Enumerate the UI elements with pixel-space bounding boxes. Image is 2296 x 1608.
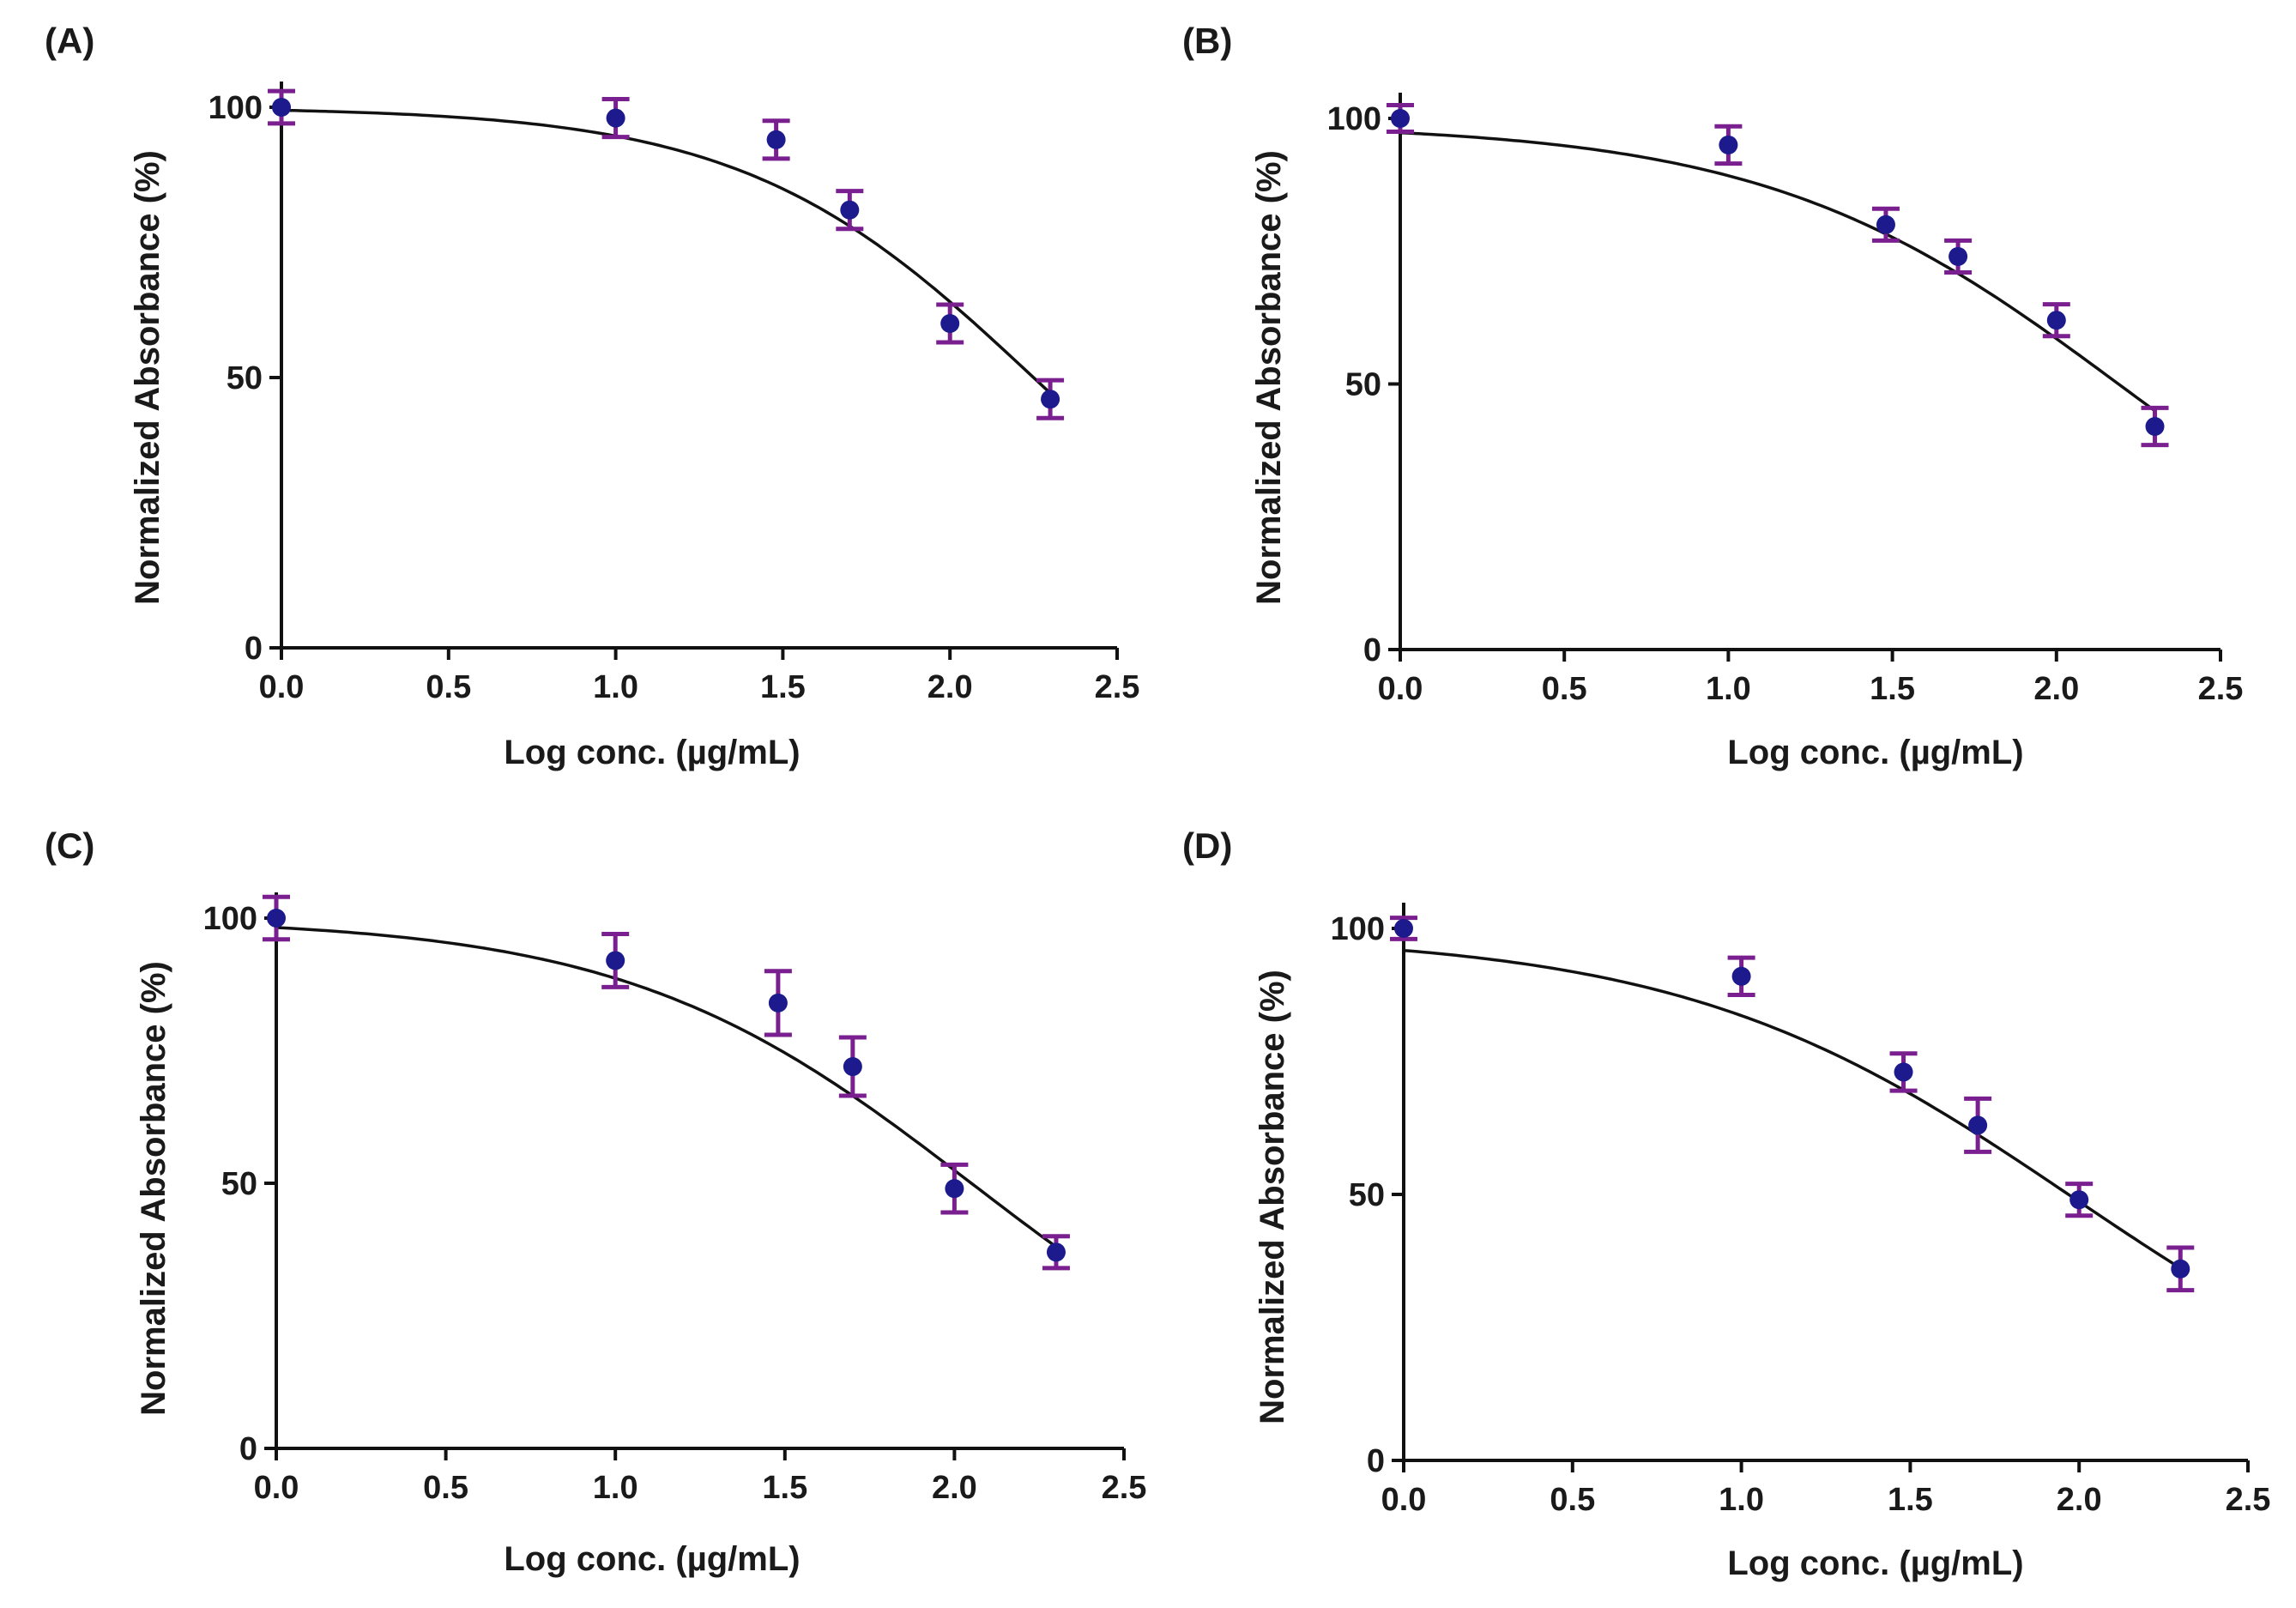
x-tick-label: 2.0 xyxy=(932,1470,977,1506)
chart-panel-b: (B) 0.0 0.5 1.0 1.5 2.0 2.5 0 50 100 Log conc. (µg… xyxy=(1182,21,2243,771)
x-tick-label: 0.0 xyxy=(1381,1482,1427,1518)
data-point xyxy=(843,1057,862,1077)
y-tick-label: 50 xyxy=(227,360,263,396)
x-tick-label: 0.5 xyxy=(423,1470,468,1506)
x-tick-label: 0.5 xyxy=(1542,671,1587,707)
y-tick-label: 0 xyxy=(1363,632,1381,668)
y-tick-label: 100 xyxy=(203,901,257,937)
chart-panel-a: (A) 0.0 0.5 1.0 1.5 2.0 2.5 0 50 100 Log conc. (µg… xyxy=(45,21,1139,771)
x-tick-label: 1.0 xyxy=(1719,1482,1764,1518)
x-axis-title: Log conc. (µg/mL) xyxy=(504,734,800,771)
panel-label: (D) xyxy=(1182,825,1232,866)
data-point xyxy=(766,130,786,149)
data-point xyxy=(945,1179,964,1199)
data-point xyxy=(1041,390,1060,409)
y-axis-title: Normalized Absorbance (%) xyxy=(1250,150,1288,605)
x-axis-title: Log conc. (µg/mL) xyxy=(1727,1545,2023,1582)
data-point xyxy=(267,909,286,928)
chart-panel-d: (D) 0.0 0.5 1.0 1.5 2.0 2.5 0 50 100 Log conc. (µg… xyxy=(1182,825,2270,1582)
fit-curve xyxy=(1403,948,2182,1270)
x-tick-label: 2.5 xyxy=(1102,1470,1147,1506)
x-tick-label: 1.5 xyxy=(1888,1482,1933,1518)
panel-label: (B) xyxy=(1182,21,1232,61)
x-tick-label: 2.5 xyxy=(2198,671,2244,707)
data-point xyxy=(1046,1242,1066,1262)
x-tick-label: 1.0 xyxy=(1706,671,1751,707)
x-tick-label: 2.5 xyxy=(2226,1482,2271,1518)
x-tick-label: 0.0 xyxy=(259,669,305,705)
data-point xyxy=(2171,1259,2190,1279)
x-tick-label: 2.0 xyxy=(2033,671,2079,707)
x-axis-title: Log conc. (µg/mL) xyxy=(504,1540,800,1578)
x-tick-label: 1.5 xyxy=(762,1470,807,1506)
y-tick-label: 50 xyxy=(221,1166,257,1202)
y-axis-title: Normalized Absorbance (%) xyxy=(135,961,172,1416)
y-tick-label: 100 xyxy=(1327,101,1381,137)
fit-curve xyxy=(281,108,1052,395)
x-tick-label: 1.0 xyxy=(593,669,638,705)
x-tick-label: 2.5 xyxy=(1095,669,1140,705)
x-tick-label: 0.0 xyxy=(1378,671,1423,707)
data-point xyxy=(1949,246,1968,266)
data-point xyxy=(606,108,625,128)
x-tick-label: 2.0 xyxy=(2057,1482,2102,1518)
y-tick-label: 50 xyxy=(1349,1177,1385,1213)
data-point xyxy=(940,314,960,333)
panel-label: (A) xyxy=(45,21,94,61)
x-tick-label: 1.0 xyxy=(593,1470,638,1506)
y-tick-label: 0 xyxy=(1367,1443,1385,1479)
y-tick-label: 0 xyxy=(239,1431,257,1467)
data-point xyxy=(1394,919,1413,938)
x-axis-title: Log conc. (µg/mL) xyxy=(1727,734,2023,771)
data-point xyxy=(768,993,788,1013)
x-tick-label: 2.0 xyxy=(927,669,973,705)
chart-panel-c: (C) 0.0 0.5 1.0 1.5 2.0 2.5 0 50 100 Log conc. (µg… xyxy=(45,825,1146,1578)
data-point xyxy=(1719,135,1738,154)
fit-curve xyxy=(275,926,1058,1248)
y-tick-label: 100 xyxy=(1331,911,1385,947)
y-tick-label: 50 xyxy=(1345,367,1381,403)
data-point xyxy=(840,200,860,220)
data-point xyxy=(2046,311,2066,330)
x-tick-label: 0.5 xyxy=(1550,1482,1595,1518)
data-point xyxy=(1894,1062,1913,1082)
y-axis-title: Normalized Absorbance (%) xyxy=(129,150,166,605)
data-point xyxy=(1731,966,1751,986)
x-tick-label: 0.0 xyxy=(254,1470,299,1506)
data-point xyxy=(606,951,625,970)
panel-label: (C) xyxy=(45,825,94,866)
y-axis-title: Normalized Absorbance (%) xyxy=(1254,970,1291,1424)
y-tick-label: 0 xyxy=(245,631,263,667)
data-point xyxy=(2069,1190,2089,1210)
x-tick-label: 1.5 xyxy=(760,669,806,705)
data-point xyxy=(1968,1115,1988,1135)
data-point xyxy=(272,98,291,117)
fit-curve xyxy=(1399,130,2156,413)
data-point xyxy=(2145,417,2165,437)
data-point xyxy=(1876,215,1895,234)
x-tick-label: 0.5 xyxy=(426,669,471,705)
data-point xyxy=(1391,109,1410,128)
x-tick-label: 1.5 xyxy=(1870,671,1915,707)
y-tick-label: 100 xyxy=(208,90,263,126)
